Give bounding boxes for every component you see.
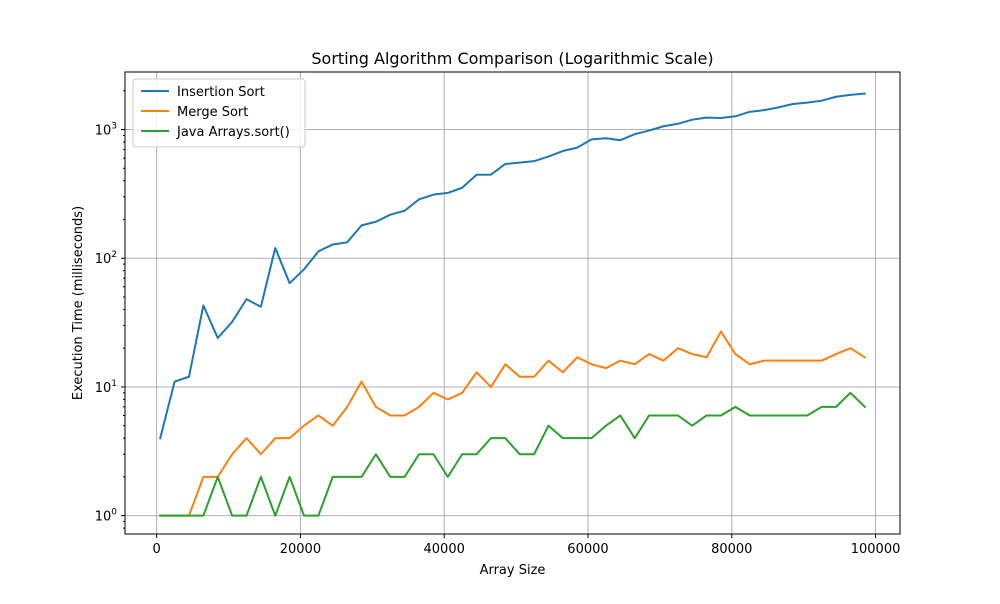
x-tick-label: 60000 <box>567 542 608 557</box>
series-line-java-arrays-sort <box>159 391 867 517</box>
x-tick-label: 20000 <box>280 542 321 557</box>
series-line-merge-sort <box>159 330 867 517</box>
series-lines <box>159 92 867 517</box>
legend-label: Merge Sort <box>177 105 248 120</box>
legend-label: Insertion Sort <box>177 85 265 100</box>
y-tick-label: 100 <box>95 508 118 525</box>
x-tick-label: 100000 <box>851 542 901 557</box>
x-tick-label: 0 <box>152 542 160 557</box>
chart-title: Sorting Algorithm Comparison (Logarithmi… <box>311 49 713 68</box>
x-tick-label: 40000 <box>424 542 465 557</box>
plot-frame <box>124 71 901 535</box>
grid <box>125 72 900 534</box>
y-tick-label: 102 <box>95 250 117 267</box>
y-tick-label: 101 <box>95 379 117 396</box>
y-axis-label: Execution Time (milliseconds) <box>71 206 86 400</box>
series-line-insertion-sort <box>159 92 866 440</box>
legend: Insertion Sort Merge Sort Java Arrays.sort… <box>132 78 306 148</box>
y-tick-label: 103 <box>95 122 117 139</box>
legend-label: Java Arrays.sort() <box>176 125 290 140</box>
x-axis-label: Array Size <box>480 563 546 578</box>
x-axis-ticks: 0 20000 40000 60000 80000 100000 <box>152 534 900 557</box>
y-axis-ticks: 100 101 102 103 <box>95 90 125 529</box>
legend-box <box>132 78 306 148</box>
x-tick-label: 80000 <box>711 542 752 557</box>
